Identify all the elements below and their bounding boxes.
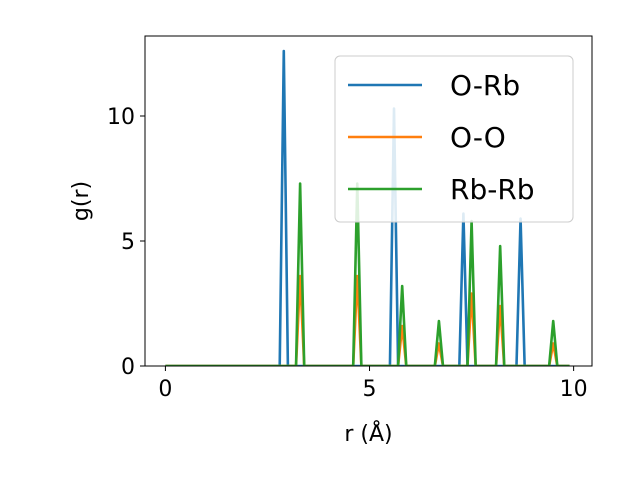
y-tick-label: 5 xyxy=(121,230,135,255)
x-tick-label: 10 xyxy=(560,377,588,402)
legend-label-o-o: O-O xyxy=(450,121,506,154)
legend-box xyxy=(334,55,574,223)
y-tick-label: 10 xyxy=(107,105,135,130)
x-tick-label: 0 xyxy=(158,377,172,402)
series-line-o-rb xyxy=(165,49,570,366)
x-axis-label: r (Å) xyxy=(344,420,392,447)
plot-frame xyxy=(144,35,593,367)
legend-label-rb-rb: Rb-Rb xyxy=(450,173,535,206)
series-line-o-o xyxy=(165,274,570,366)
legend: O-Rb O-O Rb-Rb xyxy=(334,55,574,223)
x-tick-label: 5 xyxy=(363,377,377,402)
y-axis-label: g(r) xyxy=(69,181,94,221)
legend-label-o-rb: O-Rb xyxy=(450,69,520,102)
y-tick-label: 0 xyxy=(121,355,135,380)
series-line-rb-rb xyxy=(165,182,570,366)
